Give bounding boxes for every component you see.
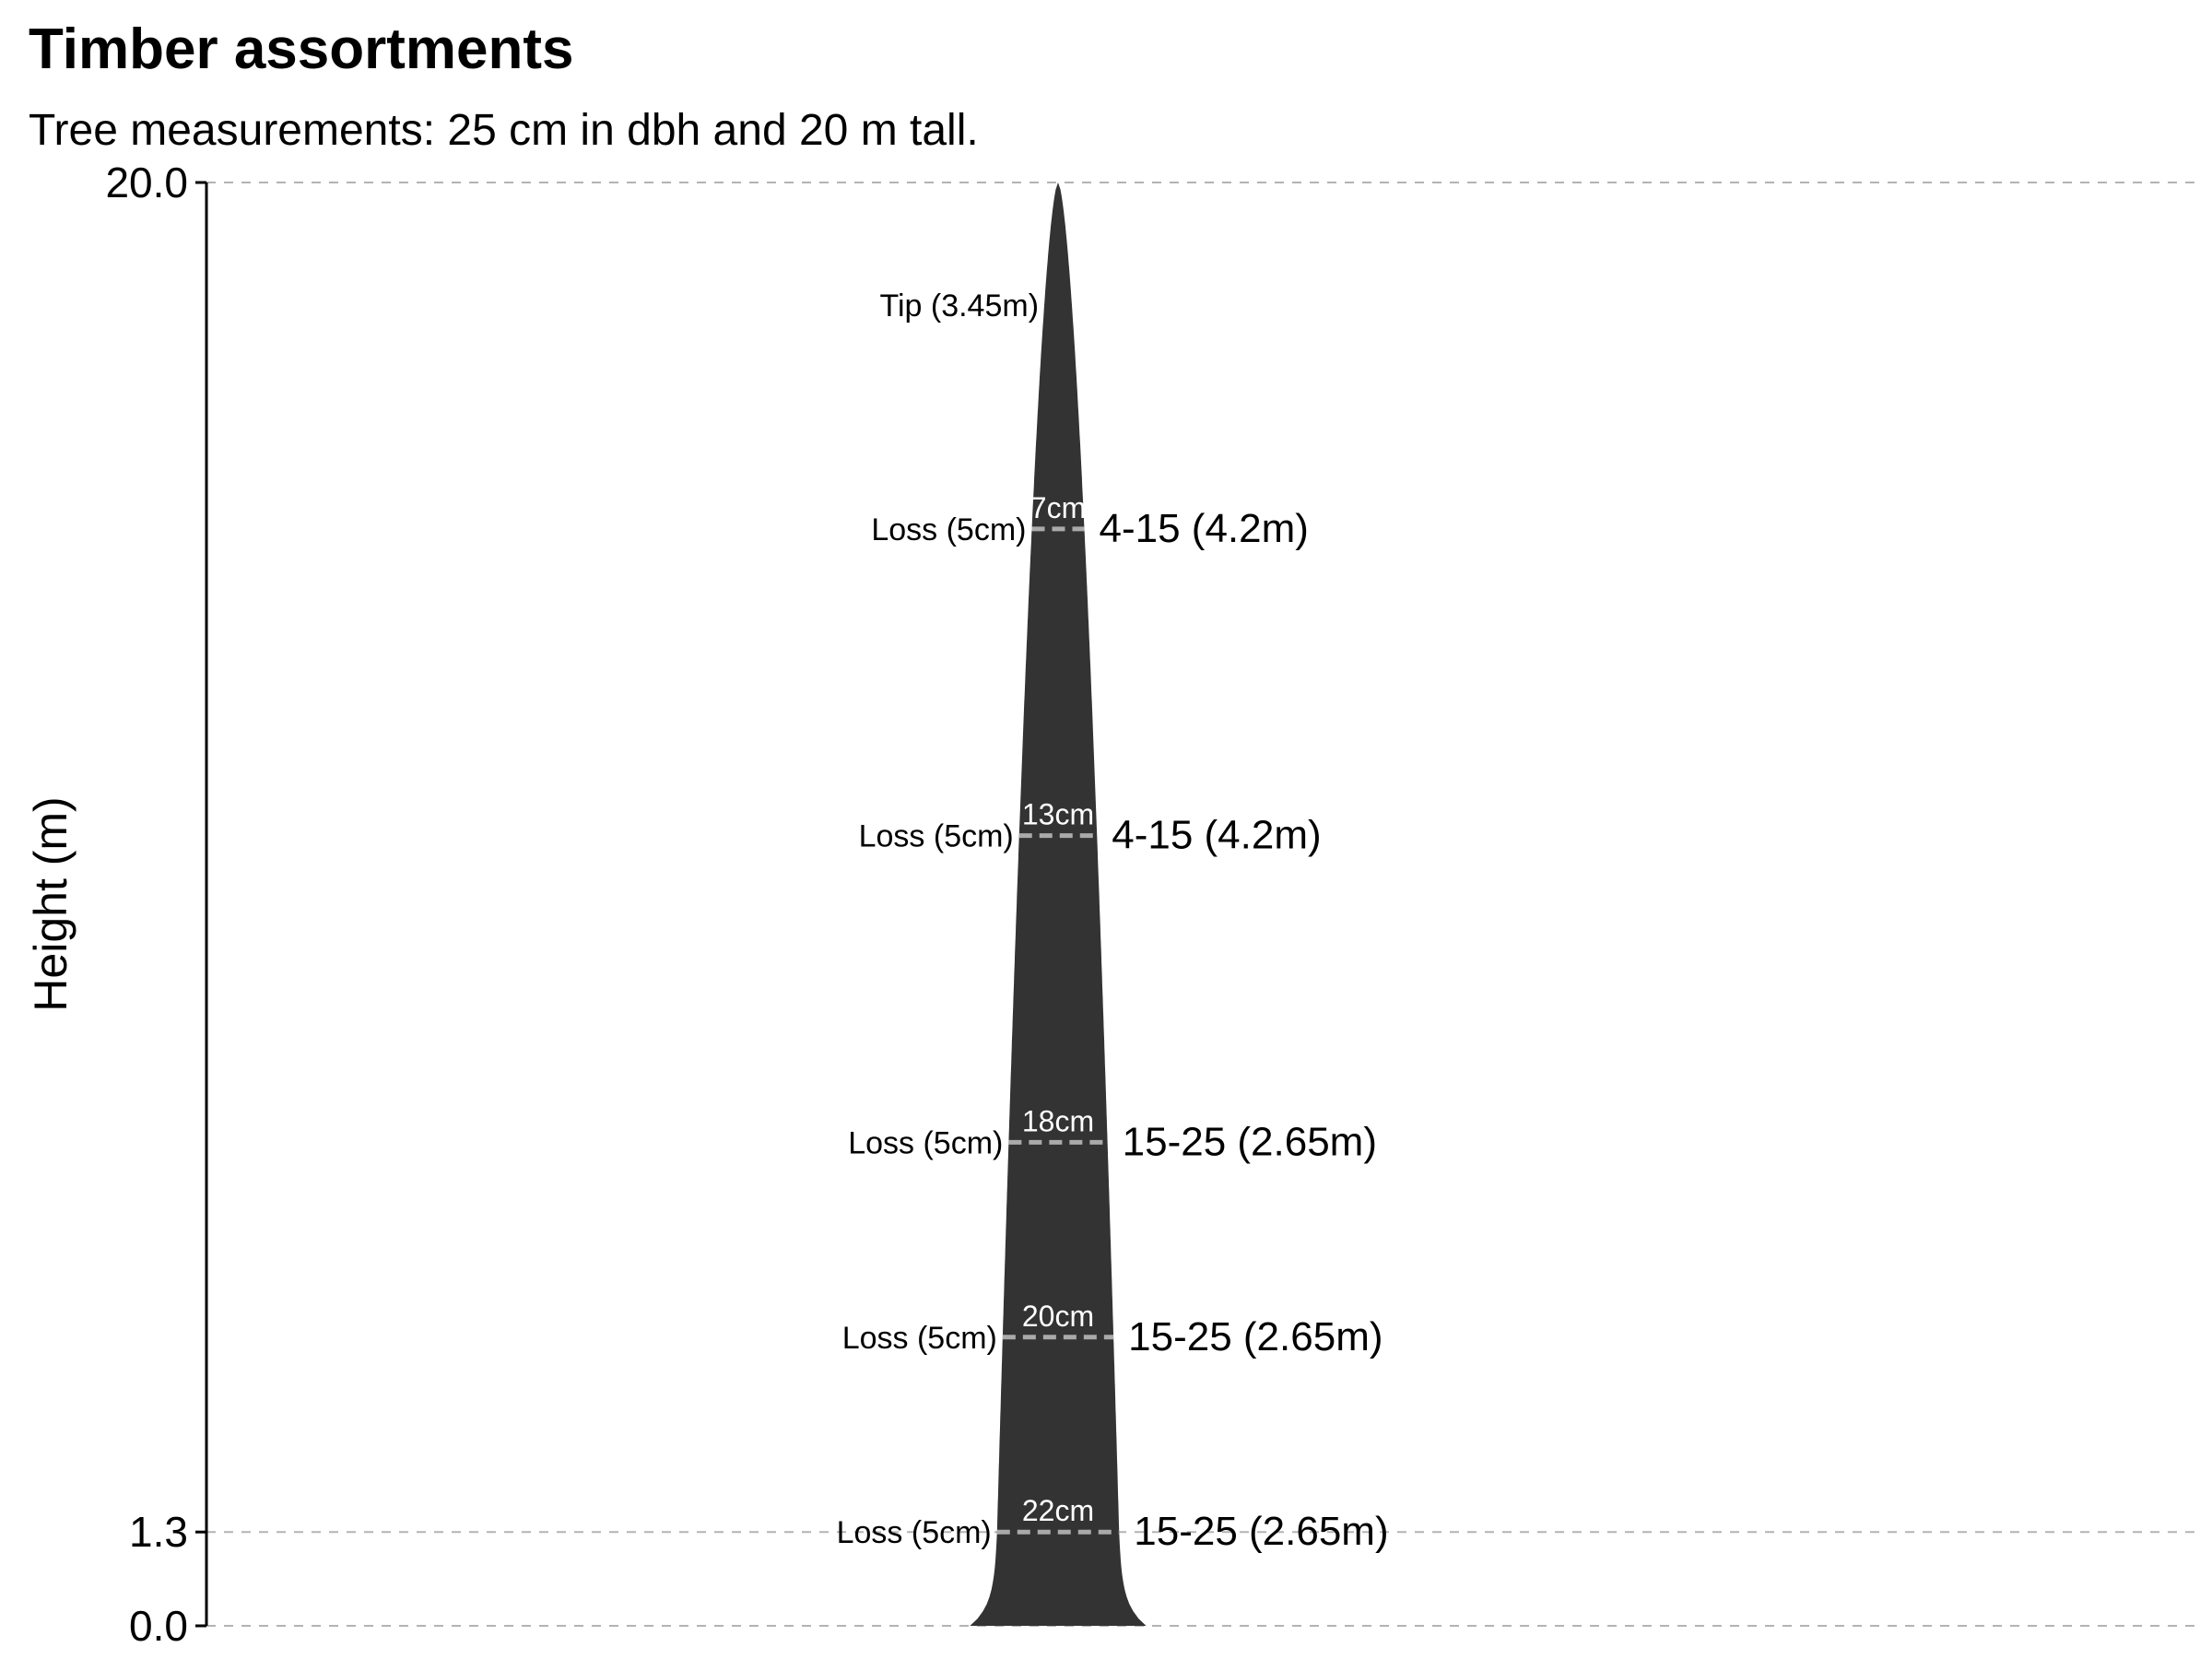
diameter-label-0: 22cm xyxy=(1022,1494,1094,1527)
segment-label-0: 15-25 (2.65m) xyxy=(1134,1509,1388,1554)
tip-label: Tip (3.45m) xyxy=(879,288,1039,324)
segment-label-2: 15-25 (2.65m) xyxy=(1123,1119,1377,1164)
gridlines xyxy=(206,182,2195,1627)
diameter-label-3: 13cm xyxy=(1022,798,1094,831)
y-axis: 0.0 1.3 20.0 Height (m) xyxy=(25,159,208,1650)
loss-label-2: Loss (5cm) xyxy=(848,1125,1003,1160)
y-axis-title: Height (m) xyxy=(25,796,76,1011)
stem-layer xyxy=(970,182,1147,1626)
loss-label-3: Loss (5cm) xyxy=(859,819,1014,854)
tree-stem xyxy=(970,182,1147,1626)
diameter-label-4: 7cm xyxy=(1030,491,1086,524)
loss-label-4: Loss (5cm) xyxy=(871,512,1026,547)
cut-lines: 22cm Loss (5cm) 20cm Loss (5cm) 18cm Loss (5c… xyxy=(837,491,1120,1550)
segment-label-1: 15-25 (2.65m) xyxy=(1128,1314,1382,1359)
segment-labels: 15-25 (2.65m) 15-25 (2.65m) 15-25 (2.65m) 4… xyxy=(879,288,1388,1554)
diameter-label-1: 20cm xyxy=(1022,1300,1094,1333)
y-tick-label-1: 1.3 xyxy=(129,1508,188,1556)
loss-label-0: Loss (5cm) xyxy=(837,1515,992,1550)
segment-label-3: 4-15 (4.2m) xyxy=(1112,813,1321,858)
segment-label-4: 4-15 (4.2m) xyxy=(1100,506,1309,551)
y-tick-label-2: 20.0 xyxy=(105,159,188,206)
loss-label-1: Loss (5cm) xyxy=(842,1321,997,1356)
diameter-label-2: 18cm xyxy=(1022,1104,1094,1137)
chart-title: Timber assortments xyxy=(29,18,574,81)
chart-subtitle: Tree measurements: 25 cm in dbh and 20 m… xyxy=(29,106,979,155)
y-tick-label-0: 0.0 xyxy=(129,1602,188,1650)
